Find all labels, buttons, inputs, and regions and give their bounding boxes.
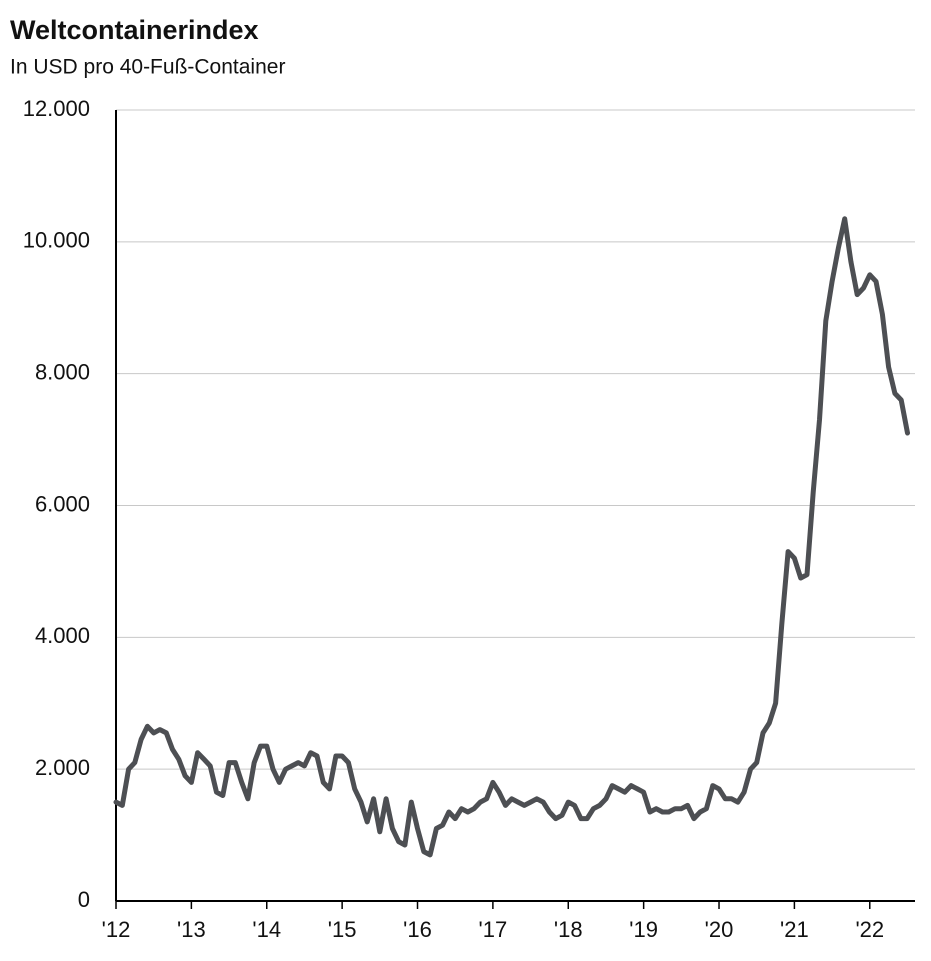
x-tick-label: '18 [554,917,583,942]
x-tick-label: '12 [102,917,131,942]
y-tick-label: 8.000 [35,359,90,384]
y-tick-label: 0 [78,887,90,912]
x-tick-label: '20 [705,917,734,942]
x-tick-label: '13 [177,917,206,942]
y-tick-label: 4.000 [35,623,90,648]
x-tick-label: '16 [403,917,432,942]
x-tick-label: '19 [629,917,658,942]
y-tick-label: 2.000 [35,755,90,780]
chart-title: Weltcontainerindex [10,15,259,45]
y-tick-label: 6.000 [35,491,90,516]
x-tick-label: '22 [855,917,884,942]
y-tick-label: 10.000 [23,228,90,253]
x-tick-label: '14 [252,917,281,942]
line [113,216,910,858]
chart-subtitle: In USD pro 40-Fuß-Container [10,56,285,79]
y-tick-label: 12.000 [23,96,90,121]
x-tick-label: '21 [780,917,809,942]
x-tick-label: '17 [479,917,508,942]
x-tick-label: '15 [328,917,357,942]
